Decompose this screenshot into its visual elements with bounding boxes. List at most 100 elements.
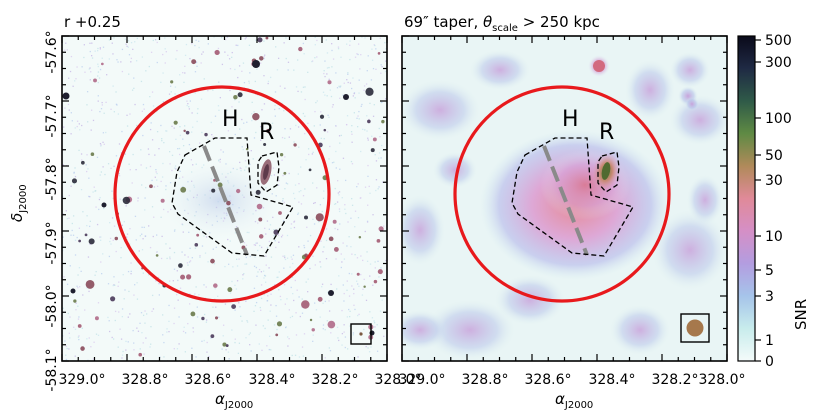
radio-diffuse-blob xyxy=(610,305,670,355)
optical-point-source xyxy=(178,263,183,268)
radio-diffuse-blob xyxy=(402,80,480,140)
colorbar-tick-label: 0 xyxy=(765,354,774,370)
x-tick-label: 328.8° xyxy=(461,372,508,388)
optical-point-source xyxy=(122,196,131,205)
optical-bright-source xyxy=(70,288,76,294)
optical-point-source xyxy=(231,304,237,309)
optical-point-source xyxy=(304,215,309,220)
optical-point-source xyxy=(204,132,208,137)
optical-point-source xyxy=(301,300,310,309)
optical-point-source xyxy=(259,56,264,61)
colorbar-tick-label: 500 xyxy=(765,33,792,49)
radio-diffuse-blob xyxy=(425,300,515,360)
y-tick-label: -57.7° xyxy=(44,94,60,137)
radio-ticks xyxy=(401,35,728,362)
colorbar-label: SNR xyxy=(792,299,810,330)
radio-diffuse-blob xyxy=(433,152,477,188)
optical-point-source xyxy=(363,285,366,288)
x-tick-label: 328.2° xyxy=(651,372,698,388)
optical-point-source xyxy=(183,129,186,133)
optical-point-source xyxy=(298,46,303,52)
radio-diffuse-blob xyxy=(470,50,530,90)
optical-point-source xyxy=(265,36,269,40)
radio-diffuse-blob xyxy=(402,310,448,350)
optical-point-source xyxy=(210,258,215,264)
colorbar-tick-label: 5 xyxy=(765,263,774,279)
radio-diffuse-blob xyxy=(670,95,727,145)
optical-point-source xyxy=(245,147,249,151)
optical-point-source xyxy=(217,182,223,188)
optical-point-source xyxy=(332,219,337,224)
optical-point-source xyxy=(370,148,375,153)
optical-point-source xyxy=(173,120,178,125)
optical-point-source xyxy=(315,213,324,222)
radio-diffuse-blob xyxy=(625,60,675,120)
optical-sources xyxy=(62,36,385,357)
optical-relic-region xyxy=(257,151,280,193)
optical-point-source xyxy=(263,143,267,147)
y-tick-label: -58.1° xyxy=(44,348,60,391)
optical-point-source xyxy=(155,254,159,257)
y-tick-label: -57.8° xyxy=(44,157,60,200)
x-tick-label: 328.8° xyxy=(121,372,168,388)
radio-diffuse-blob xyxy=(670,52,710,88)
optical-bright-source xyxy=(252,60,260,68)
optical-point-source xyxy=(356,272,360,276)
x-axis-label-right: αJ2000 xyxy=(555,390,593,411)
optical-point-source xyxy=(85,280,95,289)
optical-point-source xyxy=(266,128,271,133)
optical-point-source xyxy=(327,320,336,329)
radio-image xyxy=(402,50,727,360)
optical-point-source xyxy=(273,229,279,235)
optical-point-source xyxy=(372,137,377,142)
x-tick-label: 328.6° xyxy=(524,372,571,388)
optical-point-source xyxy=(160,198,165,203)
optical-point-source xyxy=(214,316,219,320)
optical-point-source xyxy=(211,188,216,193)
optical-point-source xyxy=(78,239,82,243)
optical-point-source xyxy=(180,274,186,280)
optical-point-source xyxy=(258,217,263,222)
optical-point-source xyxy=(138,352,143,357)
optical-point-source xyxy=(93,78,97,83)
optical-point-source xyxy=(304,253,308,258)
optical-point-source xyxy=(279,153,284,157)
colorbar-tick-label: 50 xyxy=(765,148,783,164)
radio-diffuse-blob xyxy=(402,195,445,265)
optical-point-source xyxy=(373,279,378,284)
optical-bright-source xyxy=(369,330,375,336)
optical-point-source xyxy=(381,119,385,124)
optical-point-source xyxy=(185,130,190,135)
optical-point-source xyxy=(323,128,327,132)
optical-point-source xyxy=(226,200,231,206)
tick-labels: 329.0° 328.8° 328.6° 328.4° 328.2° 328.0°329.… xyxy=(44,30,746,391)
radio-beam-box xyxy=(680,313,710,343)
radio-label-relic: R xyxy=(599,120,614,145)
optical-point-source xyxy=(365,87,374,96)
optical-bright-source xyxy=(328,290,334,296)
radio-diffuse-blob xyxy=(687,175,723,225)
x-axis-label-left: αJ2000 xyxy=(215,390,253,411)
optical-point-source xyxy=(317,296,323,302)
optical-point-source xyxy=(186,274,192,280)
optical-point-source xyxy=(90,152,95,156)
optical-point-source xyxy=(222,342,227,347)
optical-point-source xyxy=(376,238,381,243)
x-tick-label: 328.6° xyxy=(184,372,231,388)
optical-point-source xyxy=(213,283,218,288)
optical-bright-source xyxy=(101,202,107,208)
optical-point-source xyxy=(311,328,315,332)
panel-optical: H R r +0.25 xyxy=(61,13,388,362)
panel-radio: H R 69″ taper, θscale > 250 kpc xyxy=(401,13,728,362)
radio-beam xyxy=(686,319,704,337)
optical-label-halo: H xyxy=(222,107,239,132)
optical-point-source xyxy=(81,160,85,165)
x-tick-label: 329.0° xyxy=(398,372,445,388)
colorbar-tick-label: 10 xyxy=(765,229,783,245)
x-tick-label: 328.4° xyxy=(248,372,295,388)
optical-point-source xyxy=(378,226,384,232)
optical-point-source xyxy=(80,346,85,351)
optical-bright-source xyxy=(62,92,70,100)
